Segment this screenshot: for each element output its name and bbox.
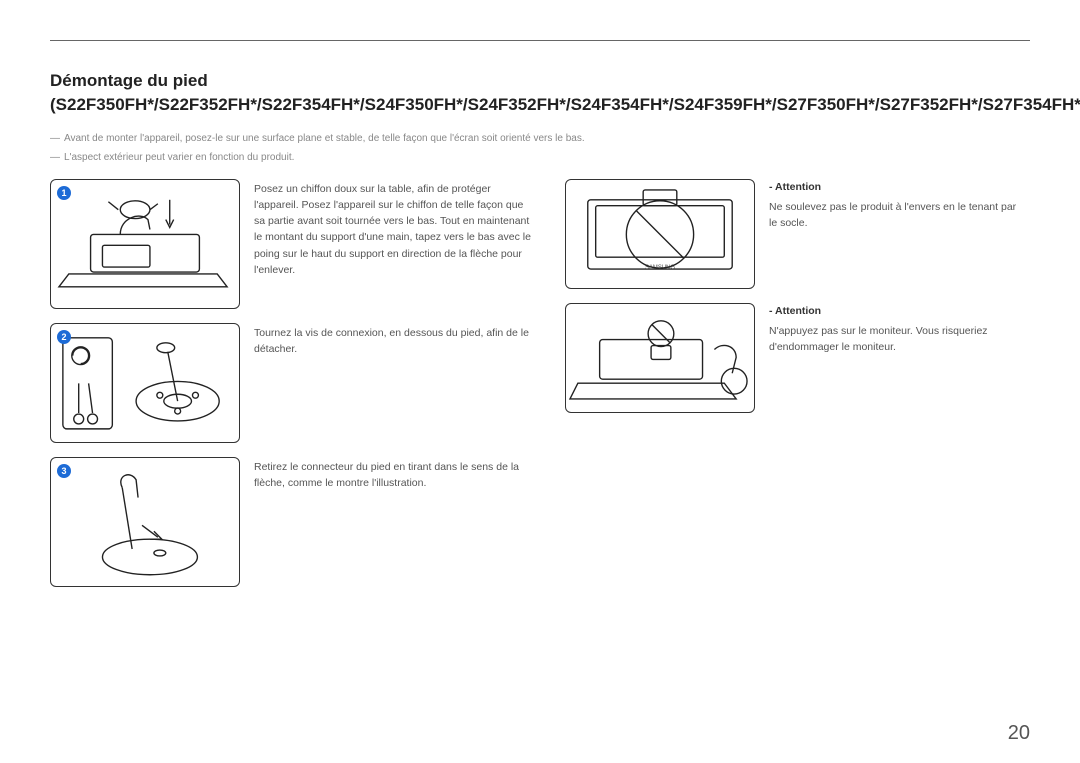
step-1: 1 Posez un chiffon doux sur la table, af… (50, 179, 535, 309)
step-3-text: Retirez le connecteur du pied en tirant … (254, 457, 535, 587)
step-3-sketch (51, 458, 239, 587)
attention-2-sketch (566, 304, 754, 413)
step-1-text: Posez un chiffon doux sur la table, afin… (254, 179, 535, 309)
top-rule (50, 40, 1030, 41)
step-1-illustration: 1 (50, 179, 240, 309)
note-1: Avant de monter l'appareil, posez-le sur… (50, 131, 1030, 146)
step-2-badge: 2 (57, 330, 71, 344)
attention-2: - Attention N'appuyez pas sur le moniteu… (565, 303, 1020, 413)
attention-1-body: Ne soulevez pas le produit à l'envers en… (769, 199, 1020, 232)
attention-1-label: - Attention (769, 179, 1020, 195)
attention-1-text: - Attention Ne soulevez pas le produit à… (769, 179, 1020, 289)
attention-1: SAMSUNG - Attention Ne soulevez pas le p… (565, 179, 1020, 289)
content-columns: 1 Posez un chiffon doux sur la table, af… (50, 179, 1030, 587)
step-3: 3 Retirez le connecteur du pied en tiran… (50, 457, 535, 587)
step-2-sketch (51, 324, 239, 443)
attention-1-illustration: SAMSUNG (565, 179, 755, 289)
step-2: 2 Tournez la vis de connexion, en dessou… (50, 323, 535, 443)
note-2: L'aspect extérieur peut varier en foncti… (50, 150, 1030, 165)
attention-2-text: - Attention N'appuyez pas sur le moniteu… (769, 303, 1020, 413)
step-3-badge: 3 (57, 464, 71, 478)
attention-column: SAMSUNG - Attention Ne soulevez pas le p… (565, 179, 1020, 587)
step-3-illustration: 3 (50, 457, 240, 587)
step-1-sketch (51, 180, 239, 309)
attention-2-body: N'appuyez pas sur le moniteur. Vous risq… (769, 323, 1020, 356)
attention-2-label: - Attention (769, 303, 1020, 319)
step-2-text: Tournez la vis de connexion, en dessous … (254, 323, 535, 443)
page-title: Démontage du pied (S22F350FH*/S22F352FH*… (50, 69, 1030, 117)
attention-2-illustration (565, 303, 755, 413)
attention-1-sketch: SAMSUNG (566, 180, 754, 289)
step-2-illustration: 2 (50, 323, 240, 443)
steps-column: 1 Posez un chiffon doux sur la table, af… (50, 179, 535, 587)
page-number: 20 (1008, 722, 1030, 745)
step-1-badge: 1 (57, 186, 71, 200)
